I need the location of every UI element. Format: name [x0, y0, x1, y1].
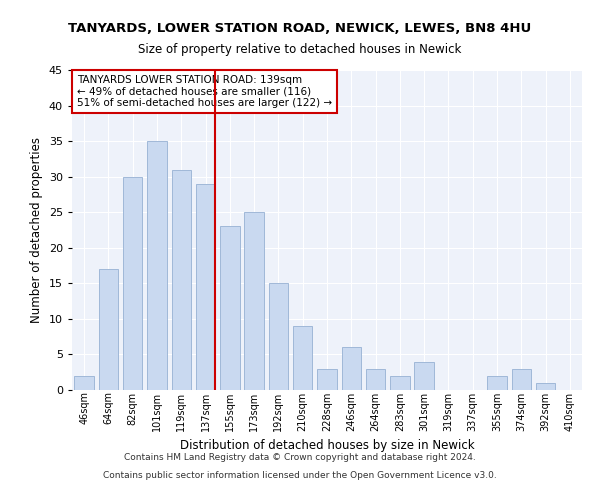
- Text: TANYARDS LOWER STATION ROAD: 139sqm
← 49% of detached houses are smaller (116)
5: TANYARDS LOWER STATION ROAD: 139sqm ← 49…: [77, 75, 332, 108]
- Bar: [244, 212, 264, 390]
- Bar: [172, 170, 191, 390]
- Bar: [487, 376, 507, 390]
- Bar: [366, 368, 385, 390]
- Bar: [269, 284, 288, 390]
- Text: TANYARDS, LOWER STATION ROAD, NEWICK, LEWES, BN8 4HU: TANYARDS, LOWER STATION ROAD, NEWICK, LE…: [68, 22, 532, 36]
- Bar: [293, 326, 313, 390]
- Bar: [74, 376, 94, 390]
- Bar: [147, 141, 167, 390]
- Bar: [196, 184, 215, 390]
- Bar: [341, 348, 361, 390]
- Bar: [317, 368, 337, 390]
- X-axis label: Distribution of detached houses by size in Newick: Distribution of detached houses by size …: [179, 439, 475, 452]
- Bar: [390, 376, 410, 390]
- Bar: [220, 226, 239, 390]
- Bar: [512, 368, 531, 390]
- Bar: [123, 176, 142, 390]
- Bar: [536, 383, 555, 390]
- Text: Contains public sector information licensed under the Open Government Licence v3: Contains public sector information licen…: [103, 471, 497, 480]
- Y-axis label: Number of detached properties: Number of detached properties: [30, 137, 43, 323]
- Bar: [99, 269, 118, 390]
- Bar: [415, 362, 434, 390]
- Text: Size of property relative to detached houses in Newick: Size of property relative to detached ho…: [139, 42, 461, 56]
- Text: Contains HM Land Registry data © Crown copyright and database right 2024.: Contains HM Land Registry data © Crown c…: [124, 454, 476, 462]
